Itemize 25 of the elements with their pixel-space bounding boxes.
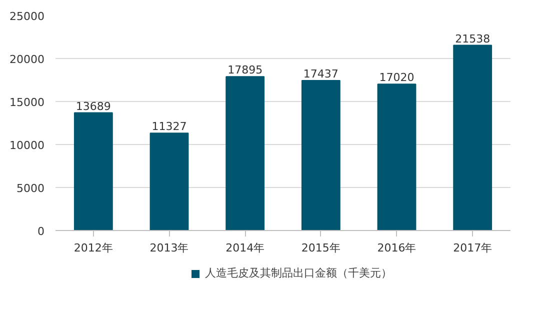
legend-label: 人造毛皮及其制品出口金额（千美元） <box>205 266 392 280</box>
data-label: 17437 <box>303 68 338 81</box>
bar <box>74 112 113 230</box>
data-label: 11327 <box>152 120 187 134</box>
bar <box>150 132 189 230</box>
x-tick-label: 2014年 <box>226 242 265 254</box>
y-tick-label: 0 <box>38 225 44 238</box>
data-label: 17895 <box>228 64 263 77</box>
bar <box>453 44 492 230</box>
data-label: 17020 <box>379 71 414 84</box>
data-label: 21538 <box>455 32 490 46</box>
x-tick-label: 2013年 <box>150 242 189 254</box>
y-tick-label: 25000 <box>10 10 45 23</box>
y-tick-label: 10000 <box>10 139 45 152</box>
bar <box>377 84 416 230</box>
x-tick-label: 2012年 <box>74 242 113 254</box>
x-tick-label: 2017年 <box>453 242 492 254</box>
y-tick-label: 20000 <box>10 53 45 66</box>
x-tick-label: 2015年 <box>301 242 340 254</box>
data-label: 13689 <box>76 100 111 113</box>
bar <box>301 80 340 230</box>
y-tick-label: 5000 <box>16 182 45 195</box>
x-tick-label: 2016年 <box>377 242 416 254</box>
bar <box>226 76 265 230</box>
y-tick-label: 15000 <box>10 96 45 109</box>
